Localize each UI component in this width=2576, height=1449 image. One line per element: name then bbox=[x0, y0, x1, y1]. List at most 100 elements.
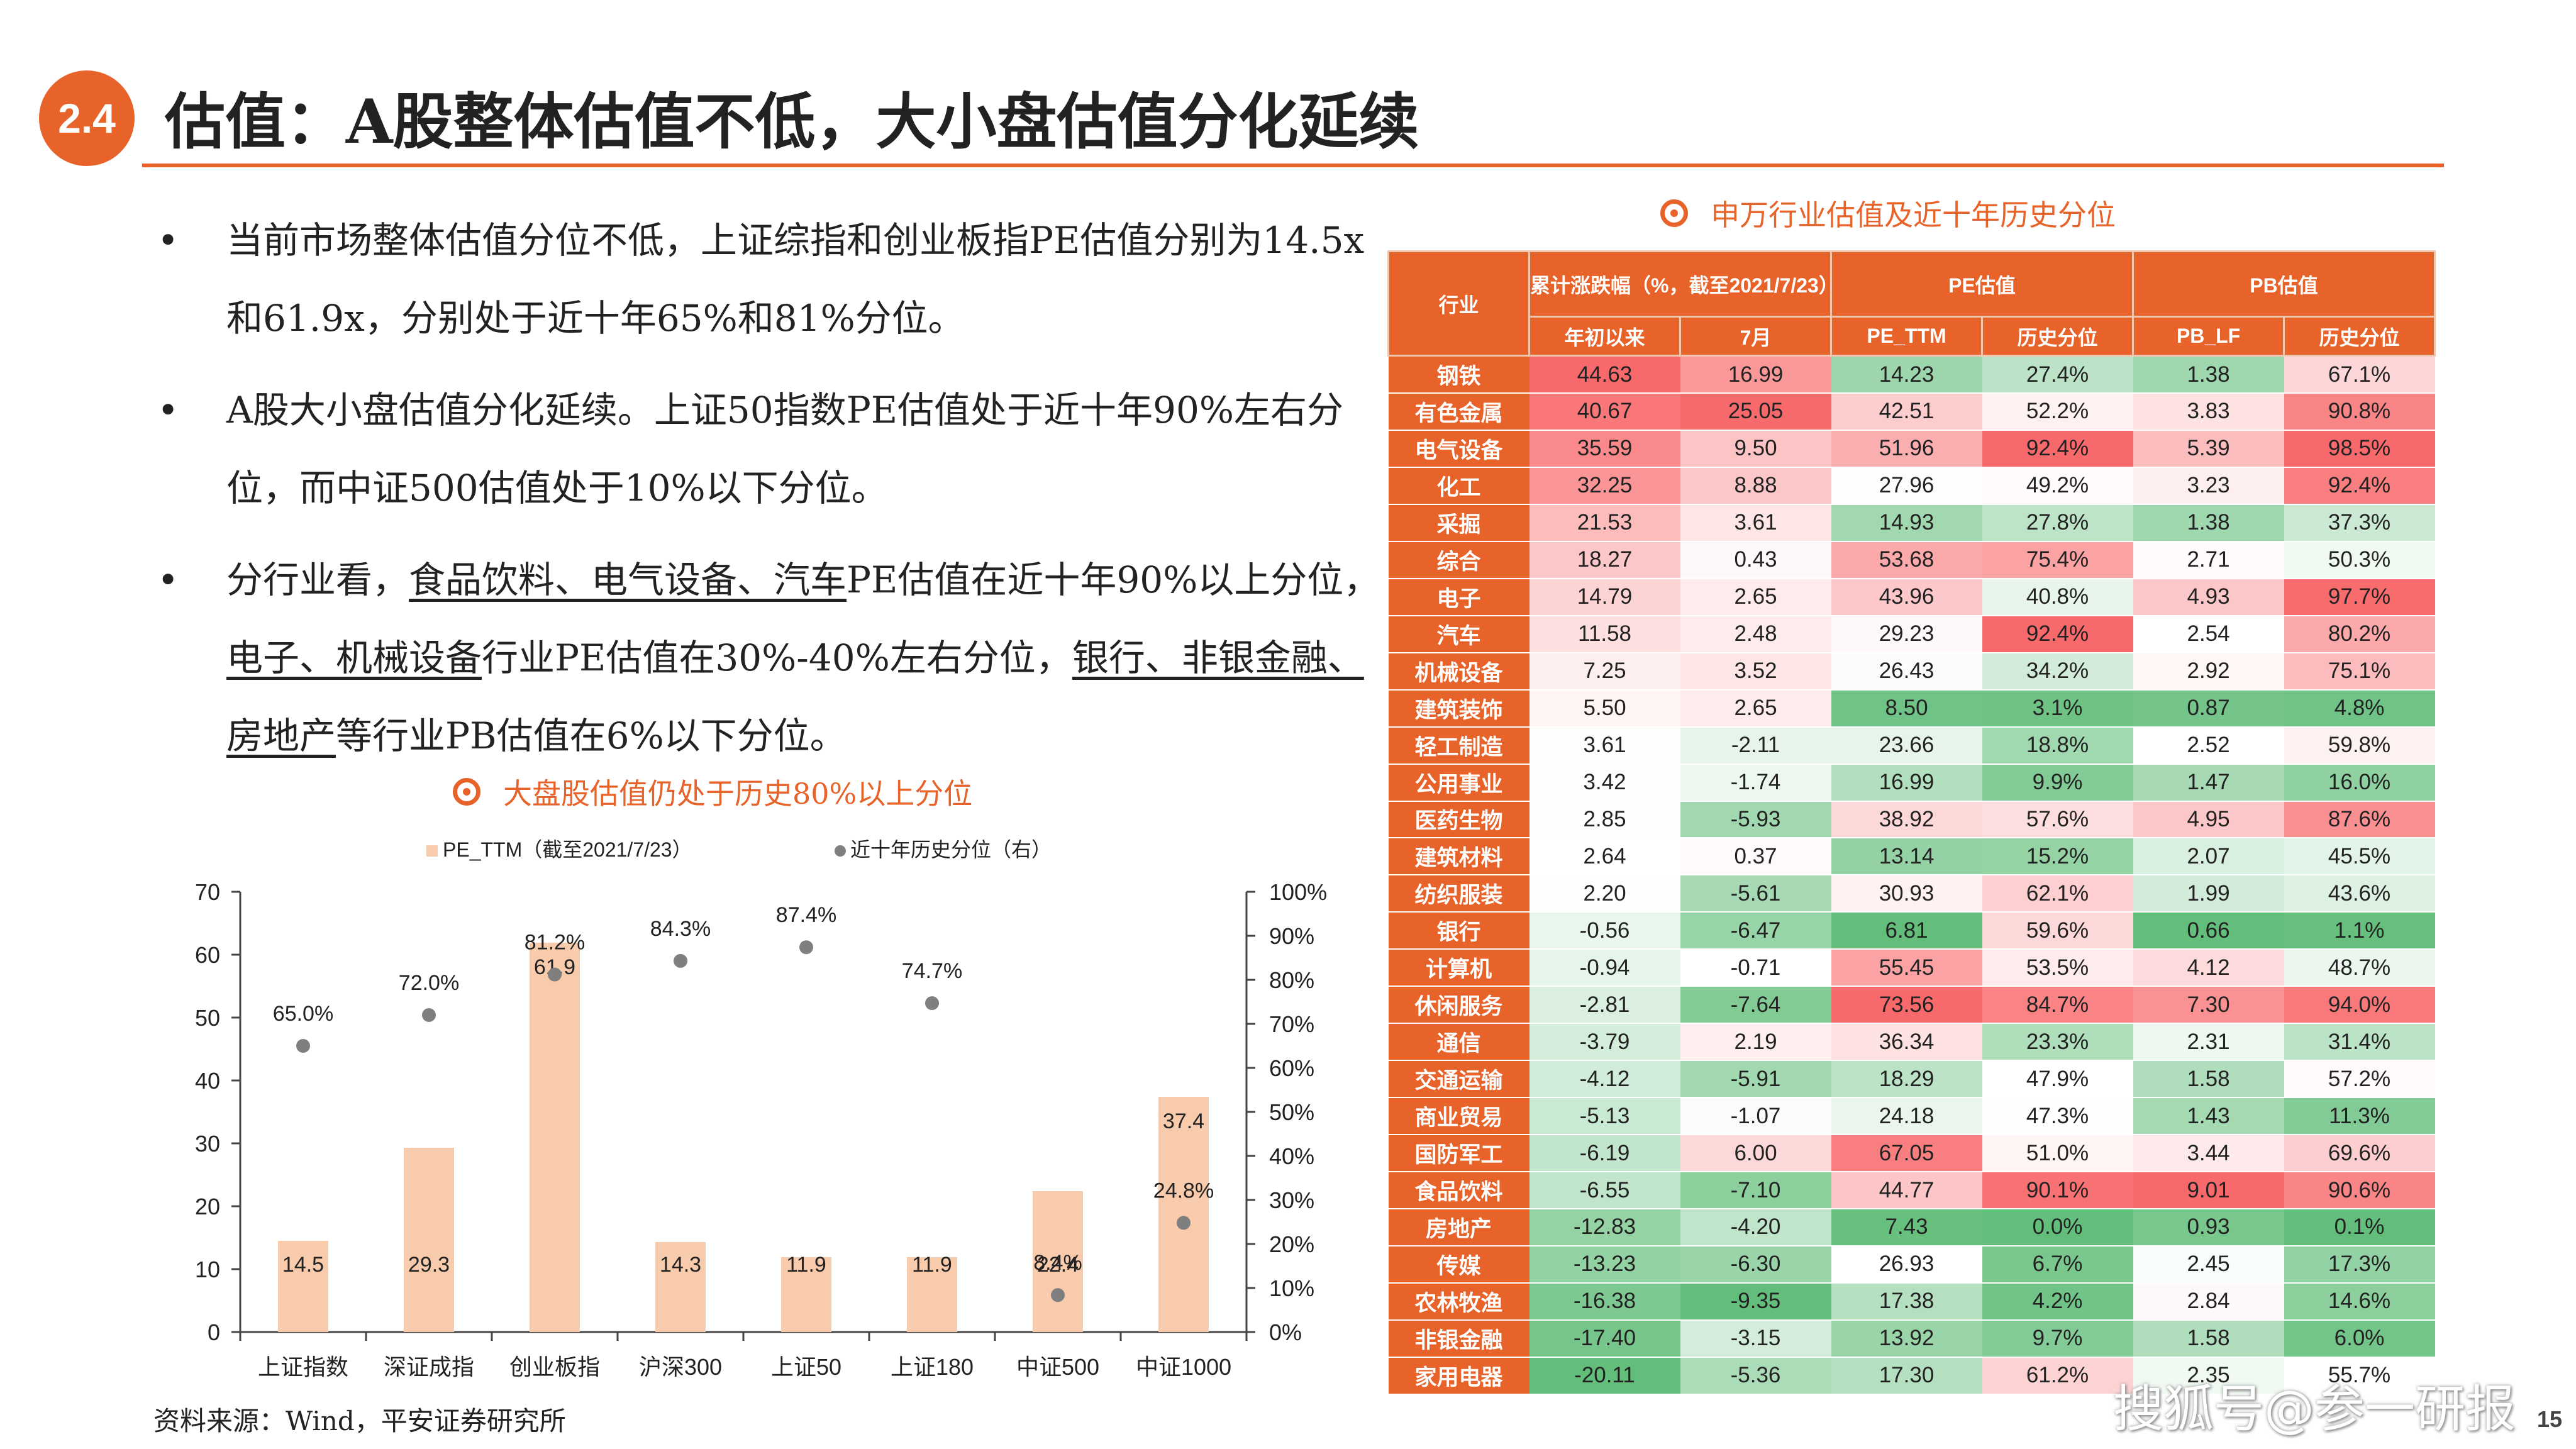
value-cell: 75.1% bbox=[2284, 652, 2435, 691]
header-pb-percentile: 历史分位 bbox=[2283, 316, 2436, 357]
y2-tick-label: 100% bbox=[1269, 879, 1327, 905]
value-cell: 11.3% bbox=[2284, 1097, 2435, 1136]
value-cell: 6.00 bbox=[1680, 1135, 1831, 1173]
value-cell: -6.47 bbox=[1680, 912, 1831, 950]
x-category-label: 上证50 bbox=[771, 1354, 841, 1380]
value-cell: -5.91 bbox=[1680, 1060, 1831, 1099]
value-cell: 94.0% bbox=[2284, 986, 2435, 1024]
value-cell: 8.50 bbox=[1831, 689, 1982, 728]
highlighted-text: 银行、非银金融、房地产 bbox=[226, 636, 1364, 757]
bullet-text: PE估值在近十年90%以上分位， bbox=[847, 558, 1380, 601]
industry-name-cell: 采掘 bbox=[1388, 504, 1530, 542]
value-cell: 4.95 bbox=[2133, 801, 2284, 839]
value-cell: 6.81 bbox=[1831, 912, 1982, 950]
value-cell: 75.4% bbox=[1982, 541, 2133, 579]
value-cell: -0.71 bbox=[1680, 949, 1831, 987]
table-row: 食品饮料 -6.55 -7.10 44.77 90.1% 9.01 90.6% bbox=[1388, 1172, 2435, 1209]
table-row: 建筑材料 2.64 0.37 13.14 15.2% 2.07 45.5% bbox=[1388, 838, 2435, 876]
percentile-point-4 bbox=[674, 953, 687, 968]
industry-name-cell: 机械设备 bbox=[1388, 652, 1530, 691]
value-cell: -16.38 bbox=[1529, 1282, 1680, 1321]
value-cell: 92.4% bbox=[1982, 615, 2133, 653]
value-cell: 40.67 bbox=[1529, 393, 1680, 431]
y2-tick-label: 70% bbox=[1269, 1011, 1314, 1037]
value-cell: 27.4% bbox=[1982, 355, 2133, 394]
table-row: 采掘 21.53 3.61 14.93 27.8% 1.38 37.3% bbox=[1388, 504, 2435, 542]
source-note: 资料来源：Wind，平安证券研究所 bbox=[153, 1406, 566, 1436]
value-cell: 73.56 bbox=[1831, 986, 1982, 1024]
value-cell: 59.8% bbox=[2284, 726, 2435, 765]
industry-name-cell: 银行 bbox=[1388, 912, 1530, 950]
value-cell: 0.0% bbox=[1982, 1208, 2133, 1246]
x-category-label: 中证1000 bbox=[1136, 1354, 1231, 1380]
value-cell: 3.44 bbox=[2133, 1135, 2284, 1173]
table-row: 化工 32.25 8.88 27.96 49.2% 3.23 92.4% bbox=[1388, 467, 2435, 505]
value-cell: 0.1% bbox=[2284, 1208, 2435, 1246]
value-cell: 51.0% bbox=[1982, 1135, 2133, 1173]
value-cell: 7.25 bbox=[1529, 652, 1680, 691]
value-cell: 29.23 bbox=[1831, 615, 1982, 653]
value-cell: -5.13 bbox=[1529, 1097, 1680, 1136]
value-cell: 90.8% bbox=[2284, 393, 2435, 431]
value-cell: 2.07 bbox=[2133, 838, 2284, 876]
value-cell: 13.92 bbox=[1831, 1319, 1982, 1358]
value-cell: 2.85 bbox=[1529, 801, 1680, 839]
bar-value-label: 22.4 bbox=[1037, 1253, 1079, 1277]
header-july: 7月 bbox=[1679, 316, 1833, 357]
y-tick-label: 40 bbox=[195, 1068, 220, 1094]
value-cell: -3.79 bbox=[1529, 1023, 1680, 1062]
table-row: 汽车 11.58 2.48 29.23 92.4% 2.54 80.2% bbox=[1388, 615, 2435, 653]
value-cell: 2.48 bbox=[1680, 615, 1831, 653]
value-cell: 97.7% bbox=[2284, 578, 2435, 616]
header-industry: 行业 bbox=[1387, 250, 1530, 357]
value-cell: -5.61 bbox=[1680, 875, 1831, 913]
bullet-dot: • bbox=[157, 389, 179, 431]
value-cell: 24.18 bbox=[1831, 1097, 1982, 1136]
table-row: 机械设备 7.25 3.52 26.43 34.2% 2.92 75.1% bbox=[1388, 652, 2435, 691]
x-category-label: 深证成指 bbox=[384, 1354, 474, 1380]
percentile-label: 24.8% bbox=[1153, 1179, 1214, 1202]
y-tick-label: 60 bbox=[195, 942, 220, 968]
percentile-label: 84.3% bbox=[650, 917, 711, 941]
value-cell: 4.93 bbox=[2133, 578, 2284, 616]
value-cell: -7.10 bbox=[1680, 1172, 1831, 1209]
industry-name-cell: 医药生物 bbox=[1388, 801, 1530, 839]
industry-name-cell: 钢铁 bbox=[1388, 355, 1530, 394]
page-title: 估值：A股整体估值不低，大小盘估值分化延续 bbox=[165, 86, 1419, 157]
y2-tick-label: 90% bbox=[1269, 923, 1314, 949]
value-cell: -3.15 bbox=[1680, 1319, 1831, 1358]
y-tick-label: 50 bbox=[195, 1005, 220, 1031]
value-cell: 0.66 bbox=[2133, 912, 2284, 950]
value-cell: -4.12 bbox=[1529, 1060, 1680, 1099]
table-row: 通信 -3.79 2.19 36.34 23.3% 2.31 31.4% bbox=[1388, 1023, 2435, 1062]
value-cell: 14.93 bbox=[1831, 504, 1982, 542]
value-cell: 5.39 bbox=[2133, 430, 2284, 468]
table-row: 公用事业 3.42 -1.74 16.99 9.9% 1.47 16.0% bbox=[1388, 763, 2435, 802]
value-cell: 6.7% bbox=[1982, 1245, 2133, 1284]
bar-8 bbox=[1158, 1097, 1209, 1332]
value-cell: 14.23 bbox=[1831, 355, 1982, 394]
y2-tick-label: 50% bbox=[1269, 1099, 1314, 1125]
value-cell: 45.5% bbox=[2284, 838, 2435, 876]
value-cell: 67.05 bbox=[1831, 1135, 1982, 1173]
industry-name-cell: 轻工制造 bbox=[1388, 726, 1530, 765]
bar-value-label: 29.3 bbox=[408, 1253, 450, 1277]
value-cell: 2.19 bbox=[1680, 1023, 1831, 1062]
value-cell: 1.43 bbox=[2133, 1097, 2284, 1136]
bar-2 bbox=[404, 1148, 454, 1332]
target-icon bbox=[453, 778, 480, 806]
table-row: 医药生物 2.85 -5.93 38.92 57.6% 4.95 87.6% bbox=[1388, 801, 2435, 839]
table-row: 交通运输 -4.12 -5.91 18.29 47.9% 1.58 57.2% bbox=[1388, 1060, 2435, 1099]
bar-3 bbox=[530, 943, 580, 1332]
y-tick-label: 20 bbox=[195, 1194, 220, 1219]
value-cell: 0.43 bbox=[1680, 541, 1831, 579]
value-cell: 3.61 bbox=[1529, 726, 1680, 765]
header-change-group: 累计涨跌幅（%，截至2021/7/23） bbox=[1528, 250, 1839, 318]
value-cell: 1.38 bbox=[2133, 355, 2284, 394]
value-cell: 16.99 bbox=[1831, 763, 1982, 802]
value-cell: 2.65 bbox=[1680, 578, 1831, 616]
value-cell: 57.2% bbox=[2284, 1060, 2435, 1099]
pe-percentile-chart: 0 10 20 30 40 50 60 70 0% 10% 20% 30% 40% 50% 60% 70% 80… bbox=[195, 838, 1327, 1380]
value-cell: 53.5% bbox=[1982, 949, 2133, 987]
bullet-dot: • bbox=[157, 219, 179, 262]
